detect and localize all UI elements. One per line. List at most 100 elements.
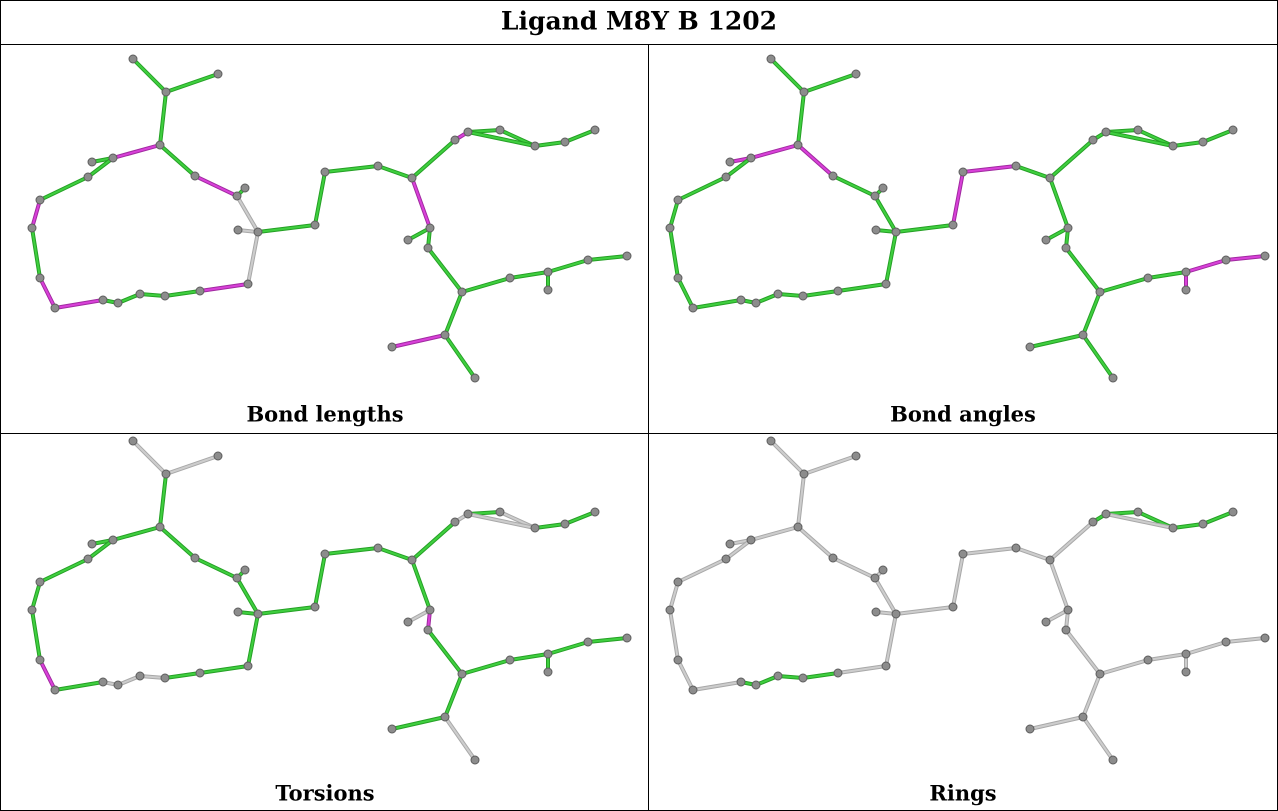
atom — [689, 304, 697, 312]
atom — [458, 288, 466, 296]
bond — [678, 278, 693, 308]
bond — [412, 560, 430, 610]
bond — [445, 674, 462, 717]
atom — [244, 662, 252, 670]
atom — [1046, 556, 1054, 564]
atom — [834, 287, 842, 295]
atom — [233, 574, 241, 582]
atom — [311, 603, 319, 611]
atom — [464, 128, 472, 136]
atom — [872, 226, 880, 234]
atom — [36, 196, 44, 204]
bond — [1050, 560, 1068, 610]
atom — [852, 70, 860, 78]
atom — [404, 618, 412, 626]
atom — [114, 681, 122, 689]
bond — [133, 59, 166, 92]
atom — [374, 544, 382, 552]
bond — [412, 522, 455, 560]
atom — [214, 70, 222, 78]
atom — [234, 226, 242, 234]
atom — [161, 292, 169, 300]
atom — [800, 88, 808, 96]
bond — [258, 607, 315, 614]
atom — [36, 274, 44, 282]
atom — [136, 290, 144, 298]
atom — [321, 168, 329, 176]
bond — [798, 92, 804, 145]
atom — [1169, 524, 1177, 532]
atom — [1096, 670, 1104, 678]
atom — [464, 510, 472, 518]
atom — [800, 470, 808, 478]
bond — [462, 278, 510, 292]
bond — [751, 145, 798, 158]
bond — [1186, 642, 1226, 654]
bond — [1050, 140, 1093, 178]
atom — [162, 88, 170, 96]
atom — [774, 290, 782, 298]
atom — [424, 626, 432, 634]
atom — [531, 142, 539, 150]
bond — [1030, 335, 1083, 347]
atom — [426, 606, 434, 614]
bond — [195, 176, 237, 196]
atom — [584, 256, 592, 264]
atom — [726, 540, 734, 548]
atom — [774, 672, 782, 680]
bond — [133, 441, 166, 474]
atom — [747, 154, 755, 162]
atom — [1026, 725, 1034, 733]
atom — [544, 286, 552, 294]
bond — [548, 642, 588, 654]
bond — [462, 660, 510, 674]
bond — [412, 140, 455, 178]
bond — [1066, 248, 1100, 292]
atom — [214, 452, 222, 460]
atom — [1144, 274, 1152, 282]
atom — [726, 158, 734, 166]
bond — [953, 172, 963, 225]
bond — [445, 335, 475, 378]
atom — [892, 228, 900, 236]
bond — [428, 248, 462, 292]
atom — [1026, 343, 1034, 351]
bond — [55, 300, 103, 308]
atom — [496, 508, 504, 516]
atom — [1261, 252, 1269, 260]
bond — [838, 666, 886, 673]
bond — [1050, 178, 1068, 228]
bond — [1100, 660, 1148, 674]
atom — [506, 656, 514, 664]
bond — [1148, 272, 1186, 278]
figure: Ligand M8Y B 1202 Bond lengths Bond angl… — [0, 0, 1278, 811]
atom — [871, 192, 879, 200]
atom — [156, 523, 164, 531]
atom — [451, 518, 459, 526]
atom — [191, 172, 199, 180]
atom — [234, 608, 242, 616]
atom — [471, 756, 479, 764]
atom — [1169, 142, 1177, 150]
bond — [510, 654, 548, 660]
bond — [771, 441, 804, 474]
bond — [693, 682, 741, 690]
atom — [424, 244, 432, 252]
bond — [1083, 335, 1113, 378]
atom — [1012, 162, 1020, 170]
atom — [241, 184, 249, 192]
atom — [84, 173, 92, 181]
atom — [561, 520, 569, 528]
atom — [852, 452, 860, 460]
bond — [1100, 278, 1148, 292]
bond — [670, 228, 678, 278]
atom — [1134, 508, 1142, 516]
atom — [1229, 508, 1237, 516]
bond — [1148, 654, 1186, 660]
atom — [531, 524, 539, 532]
bond — [1030, 717, 1083, 729]
bond — [412, 178, 430, 228]
bond — [804, 456, 856, 474]
bond — [1016, 548, 1050, 560]
bond — [160, 92, 166, 145]
